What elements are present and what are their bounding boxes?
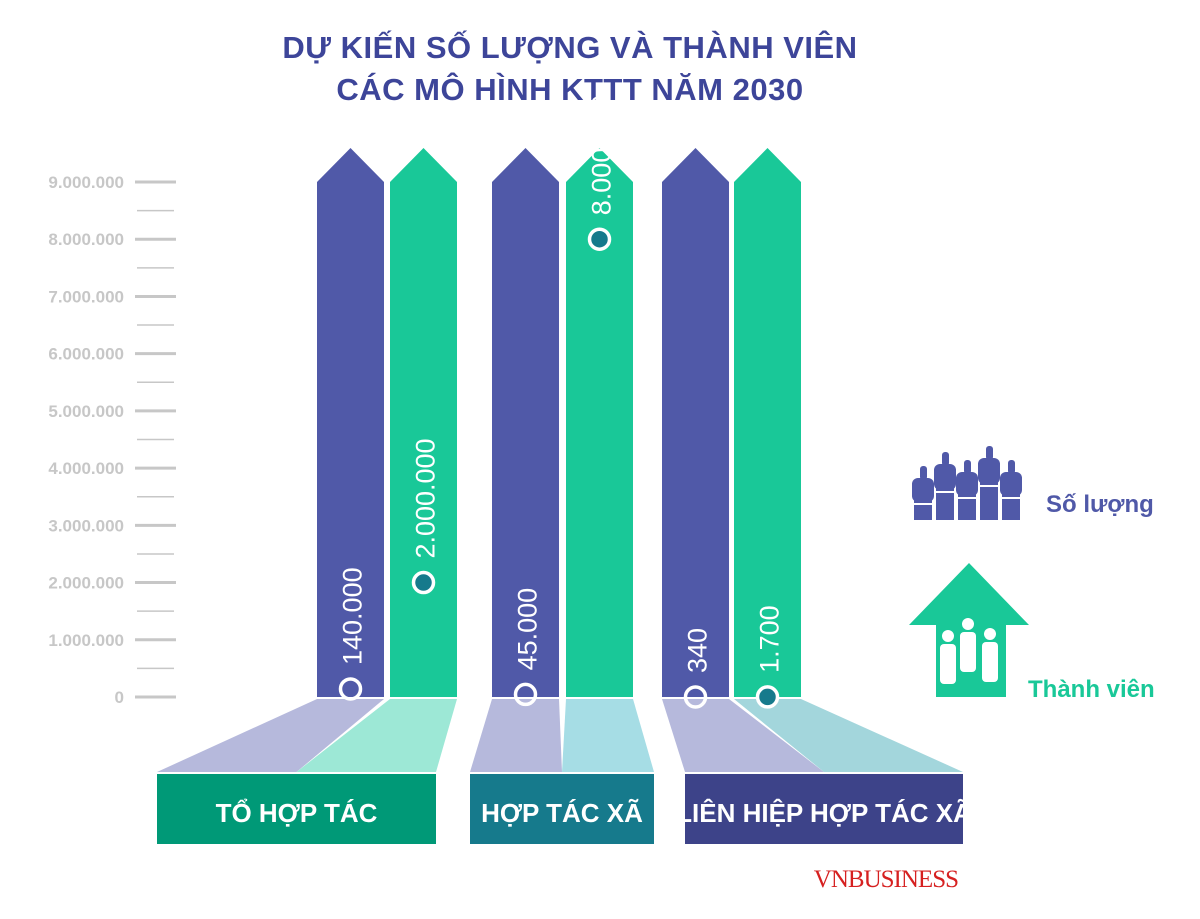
y-tick-label: 4.000.000 [48,459,124,478]
bar-thanh-vien [734,148,801,697]
hand-fist [978,458,1000,484]
data-label: 1.700 [755,605,785,673]
data-label: 8.000.000 [587,95,617,215]
data-label: 2.000.000 [411,438,441,558]
fan-left [157,699,384,772]
y-tick-label: 7.000.000 [48,287,124,306]
category-label: HỢP TÁC XÃ [481,798,643,828]
y-tick-label: 5.000.000 [48,402,124,421]
fan-right [562,699,654,772]
data-point-marker [338,677,363,701]
y-tick-label: 2.000.000 [48,574,124,593]
y-tick-label: 8.000.000 [48,230,124,249]
fan-right [734,699,963,772]
y-tick-label: 1.000.000 [48,631,124,650]
hand-thumb [1008,460,1015,474]
hand-thumb [920,466,927,480]
person-head [984,628,996,640]
hand-fist [1000,472,1022,496]
data-label: 140.000 [338,567,368,665]
y-tick-label: 9.000.000 [48,173,124,192]
category-box [470,774,654,844]
bar-thanh-vien [566,148,633,697]
category-box [157,774,436,844]
fan-right [296,699,457,772]
y-tick-label: 0 [115,688,124,707]
data-point-marker [411,570,436,595]
person-body [982,642,998,682]
brand-watermark: VNBUSINESS [814,866,958,893]
person-head [942,630,954,642]
bar-so-luong [317,148,384,697]
hand-fist [912,478,934,502]
data-point-marker [683,685,708,709]
person-body [960,632,976,672]
hand-arm [958,494,976,520]
bar-so-luong [492,148,559,697]
data-label: 340 [683,628,713,673]
fan-left [662,699,824,772]
hand-arm [1002,494,1020,520]
hand-thumb [964,460,971,474]
person-head [962,618,974,630]
house-shape [909,563,1029,697]
hand-thumb [986,446,993,460]
chart-title-line-1: DỰ KIẾN SỐ LƯỢNG VÀ THÀNH VIÊN [282,30,858,65]
raised-hands-icon [912,446,1022,520]
house-people-icon [909,563,1029,697]
bar-thanh-vien [390,148,457,697]
legend-label-thanh-vien: Thành viên [1028,676,1155,703]
person-body [940,644,956,684]
data-point-marker [755,685,780,709]
y-tick-label: 6.000.000 [48,345,124,364]
hand-thumb [942,452,949,466]
data-point-marker [587,227,612,251]
fan-left [470,699,562,772]
hand-fist [956,472,978,496]
category-label: TỔ HỢP TÁC [216,798,378,828]
y-tick-label: 3.000.000 [48,516,124,535]
hand-arm [936,488,954,520]
hand-arm [980,482,998,520]
data-point-marker [513,682,538,707]
category-label: LIÊN HIỆP HỢP TÁC XÃ [676,798,972,828]
legend-label-so-luong: Số lượng [1046,491,1154,518]
data-label: 45.000 [513,588,543,671]
chart-title-line-2: CÁC MÔ HÌNH KTTT NĂM 2030 [336,72,804,107]
bar-so-luong [662,148,729,697]
hand-fist [934,464,956,490]
category-box [685,774,963,844]
